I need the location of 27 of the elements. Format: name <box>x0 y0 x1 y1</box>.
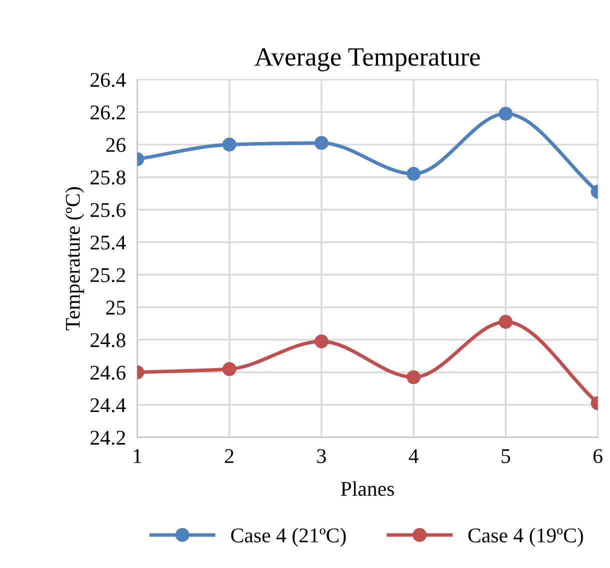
chart-title: Average Temperature <box>254 48 480 72</box>
y-tick-label: 24.4 <box>90 398 126 412</box>
point <box>314 136 328 150</box>
y-axis-title: Temperature (ºC) <box>65 187 84 330</box>
y-tick-label: 26.4 <box>90 72 126 88</box>
y-tick-label: 24.8 <box>90 333 126 348</box>
x-tick-label: 2 <box>225 449 234 463</box>
y-tick-label: 24.6 <box>90 366 126 380</box>
legend-label: Case 4 (19ºC) <box>468 528 584 547</box>
point <box>314 334 328 348</box>
point <box>406 166 421 181</box>
y-tick-label: 25.8 <box>90 170 126 185</box>
point <box>406 370 421 384</box>
y-tick-label: 25.4 <box>90 236 126 250</box>
y-tick-label: 25.6 <box>90 203 126 218</box>
x-axis-title: Planes <box>340 481 394 496</box>
y-tick-label: 25 <box>106 300 126 315</box>
x-tick-label: 6 <box>593 449 602 464</box>
x-tick-label: 5 <box>502 449 510 464</box>
x-tick-label: 3 <box>317 449 326 464</box>
y-tick-label: 25.2 <box>90 268 125 282</box>
x-tick-label: 4 <box>408 449 418 463</box>
y-tick-label: 24.2 <box>90 430 125 445</box>
x-tick-label: 1 <box>134 449 142 463</box>
legend-label: Case 4 (21ºC) <box>231 528 346 547</box>
y-tick-label: 26 <box>106 138 126 152</box>
y-tick-label: 26.2 <box>90 105 125 120</box>
